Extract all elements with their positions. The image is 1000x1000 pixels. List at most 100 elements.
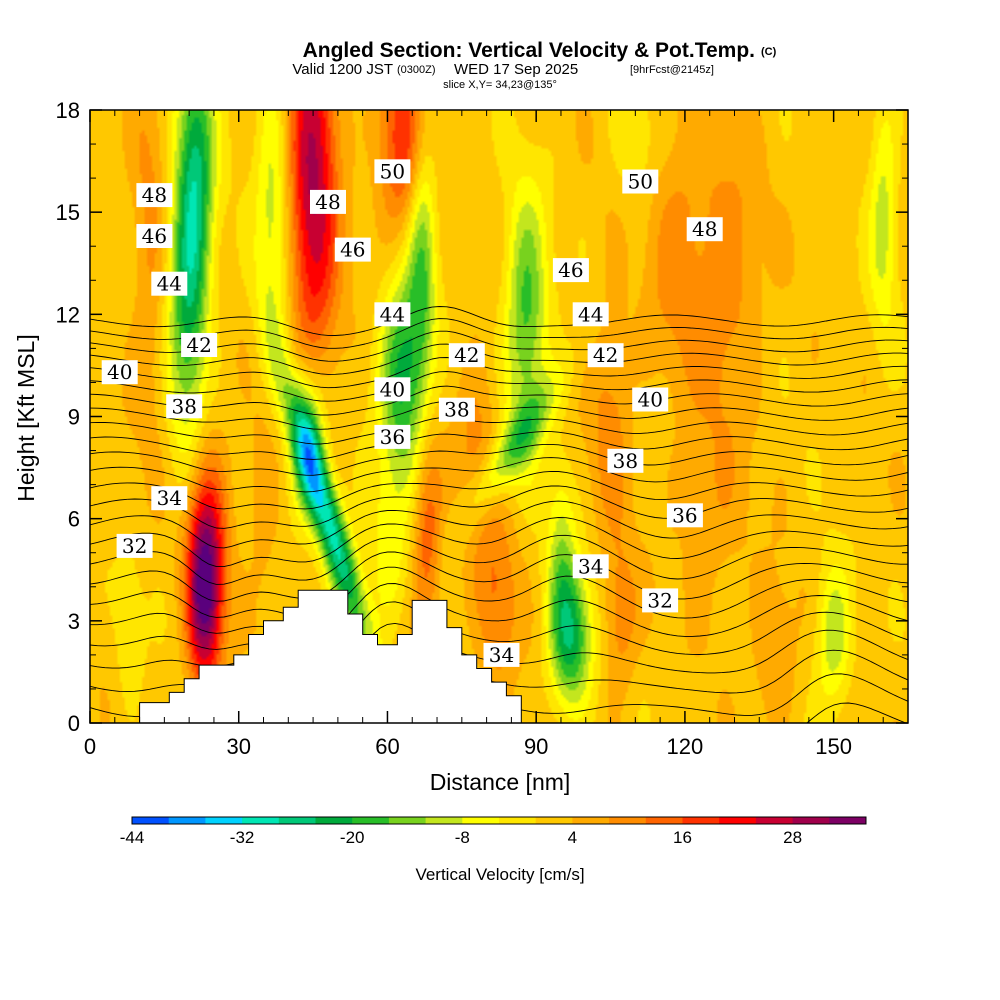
x-tick-label: 30 [226, 734, 250, 759]
contour-label-text: 44 [157, 272, 182, 296]
contour-label-46: 46 [136, 224, 173, 248]
contour-label-bg [622, 169, 659, 194]
y-tick-label: 6 [68, 507, 80, 532]
contour-label-text: 34 [157, 486, 182, 510]
contour-label-bg [572, 302, 609, 327]
colorbar-tick-label: 16 [673, 828, 692, 847]
contour-label-bg [374, 424, 411, 449]
contour-label-bg [334, 237, 371, 262]
contour-label-text: 42 [186, 333, 211, 357]
y-tick-label: 15 [56, 200, 80, 225]
colorbar-swatch [205, 817, 243, 824]
colorbar-tick-label: -44 [120, 828, 145, 847]
colorbar-swatch [682, 817, 720, 824]
contour-label-40: 40 [374, 377, 411, 402]
colorbar-swatch [645, 817, 683, 824]
contour-label-text: 40 [637, 388, 662, 412]
contour-label-text: 38 [444, 398, 469, 422]
contour-label-bg [116, 533, 153, 558]
forecast-info: [9hrFcst@2145z] [630, 64, 714, 76]
plot-area: 48 46 44 42 40 38 34 32 48 46 50 44 40 36 42 38 46 44 42 40… [89, 109, 909, 724]
contour-label-38: 38 [607, 448, 644, 473]
contour-label-text: 38 [171, 394, 196, 418]
colorbar-tick-label: 28 [783, 828, 802, 847]
contour-label-text: 50 [380, 159, 405, 183]
y-tick-label: 12 [56, 302, 80, 327]
theta-contour-51 [90, 306, 908, 336]
contour-label-36: 36 [374, 424, 411, 449]
contour-label-48: 48 [686, 217, 723, 242]
contour-label-text: 34 [578, 554, 603, 578]
contour-label-40: 40 [632, 387, 669, 412]
contour-label-text: 34 [489, 643, 514, 667]
contour-label-42: 42 [181, 333, 218, 357]
contour-label-text: 42 [593, 343, 618, 367]
contour-label-46: 46 [552, 258, 589, 283]
colorbar-swatch [462, 817, 500, 824]
contour-label-bg [572, 554, 609, 579]
contour-label-text: 38 [613, 449, 638, 473]
colorbar-swatch [425, 817, 463, 824]
contour-label-38: 38 [438, 397, 475, 422]
contour-label-50: 50 [622, 169, 659, 194]
x-axis: 0 30 60 90 120 150 [84, 110, 884, 759]
contour-label-50: 50 [374, 159, 411, 184]
contour-label-text: 32 [122, 534, 147, 558]
contour-label-40: 40 [101, 360, 138, 385]
contour-label-44: 44 [151, 271, 188, 296]
contour-label-text: 42 [454, 343, 479, 367]
colorbar-swatch [609, 817, 647, 824]
terrain-profile [90, 589, 908, 724]
colorbar-swatch [278, 817, 316, 824]
title-main: Angled Section: Vertical Velocity & Pot.… [303, 39, 755, 62]
contour-label-text: 46 [558, 258, 583, 282]
y-axis-label: Height [Kft MSL] [13, 334, 39, 501]
contour-label-bg [438, 397, 475, 422]
contour-label-34: 34 [572, 554, 609, 579]
contour-label-32: 32 [116, 533, 153, 558]
contour-label-text: 46 [142, 224, 167, 248]
colorbar-swatch [572, 817, 610, 824]
contour-label-text: 50 [628, 170, 653, 194]
theta-contour-47 [90, 357, 908, 389]
colorbar-swatch [499, 817, 537, 824]
contour-label-bg [101, 360, 138, 385]
slice-info: slice X,Y= 34,23@135° [443, 79, 557, 91]
x-tick-label: 60 [375, 734, 399, 759]
valid-date: WED 17 Sep 2025 [454, 61, 578, 78]
contour-label-44: 44 [374, 302, 411, 327]
contour-label-text: 40 [380, 377, 405, 401]
contour-label-bg [632, 387, 669, 412]
colorbar-swatch [168, 817, 206, 824]
contour-label-text: 36 [380, 425, 405, 449]
contour-label-bg [686, 217, 723, 242]
x-axis-label: Distance [nm] [430, 769, 571, 795]
contour-label-42: 42 [587, 343, 624, 368]
y-tick-label: 3 [68, 609, 80, 634]
contour-label-48: 48 [136, 183, 173, 208]
colorbar-swatch [388, 817, 426, 824]
contour-label-text: 32 [647, 588, 672, 612]
x-tick-label: 150 [815, 734, 852, 759]
contour-label-34: 34 [483, 642, 520, 667]
contour-label-text: 44 [380, 302, 405, 326]
contour-label-text: 44 [578, 302, 603, 326]
theta-contour-48 [90, 343, 908, 375]
colorbar-swatch [829, 817, 867, 824]
contour-label-bg [166, 394, 203, 419]
contour-label-text: 46 [340, 238, 365, 262]
colorbar-tick-label: -20 [340, 828, 365, 847]
y-tick-label: 9 [68, 405, 80, 430]
x-tick-label: 0 [84, 734, 96, 759]
contour-label-bg [483, 642, 520, 667]
x-tick-label: 90 [524, 734, 548, 759]
x-tick-label: 120 [667, 734, 704, 759]
contour-label-bg [587, 343, 624, 368]
theta-contour-37 [90, 500, 908, 549]
colorbar-tick-label: -8 [455, 828, 470, 847]
contour-label-bg [607, 448, 644, 473]
contour-label-text: 40 [107, 360, 132, 384]
colorbar-tick-label: 4 [568, 828, 577, 847]
